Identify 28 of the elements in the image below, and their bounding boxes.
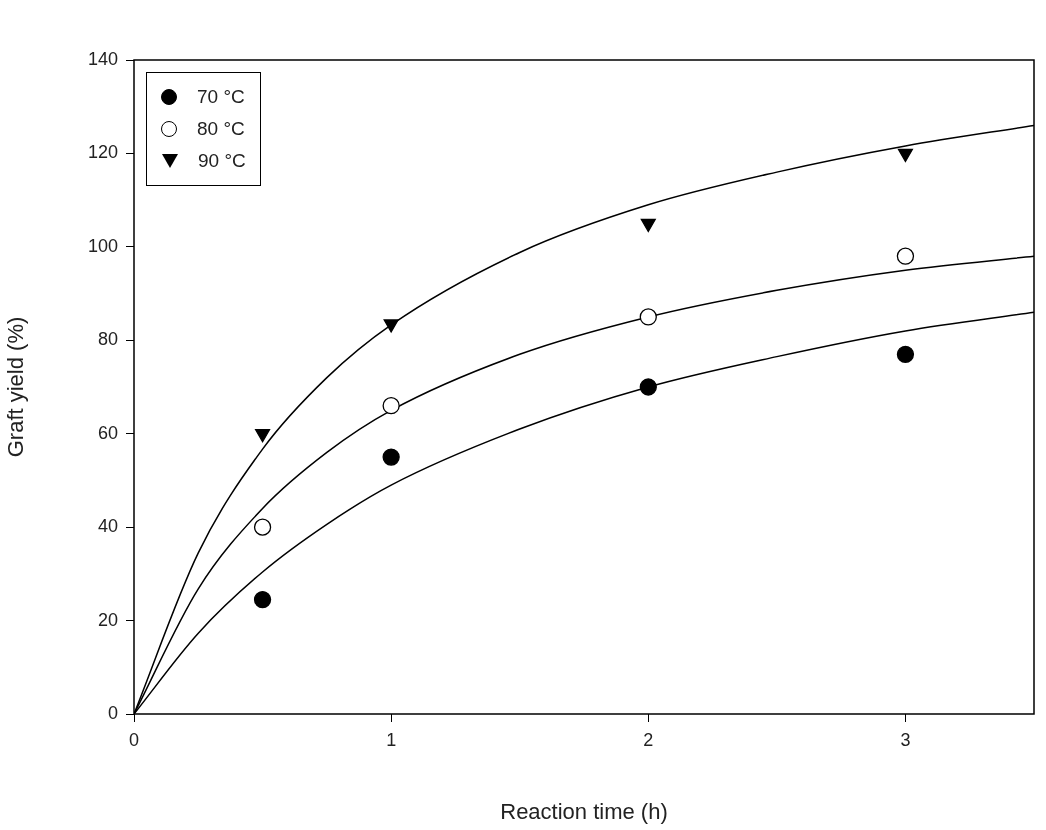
x-tick-label: 1 xyxy=(386,729,397,750)
point xyxy=(383,319,399,333)
y-tick-label: 120 xyxy=(87,142,118,163)
y-tick-label: 60 xyxy=(97,422,118,443)
legend-label: 80 °C xyxy=(197,118,245,140)
point xyxy=(896,345,915,363)
legend-label: 90 °C xyxy=(198,150,246,172)
y-axis-title: Graft yield (%) xyxy=(3,316,29,458)
point xyxy=(639,308,657,326)
point xyxy=(897,148,914,163)
x-axis-title: Reaction time (h) xyxy=(500,798,668,824)
point xyxy=(639,378,657,396)
y-tick-label: 0 xyxy=(107,702,118,723)
x-tick-label: 3 xyxy=(900,729,911,750)
y-tick-label: 20 xyxy=(97,609,118,630)
point xyxy=(253,590,272,609)
y-tick-label: 40 xyxy=(97,516,118,537)
point xyxy=(253,518,272,536)
point xyxy=(640,218,656,233)
legend-label: 70 °C xyxy=(197,86,245,108)
x-tick-label: 2 xyxy=(643,729,654,750)
y-tick-label: 140 xyxy=(87,48,118,69)
y-tick-label: 80 xyxy=(97,329,118,350)
y-tick-label: 100 xyxy=(87,235,118,256)
point xyxy=(896,247,915,265)
point xyxy=(382,448,400,466)
x-tick-label: 0 xyxy=(128,729,140,750)
point xyxy=(382,397,400,415)
